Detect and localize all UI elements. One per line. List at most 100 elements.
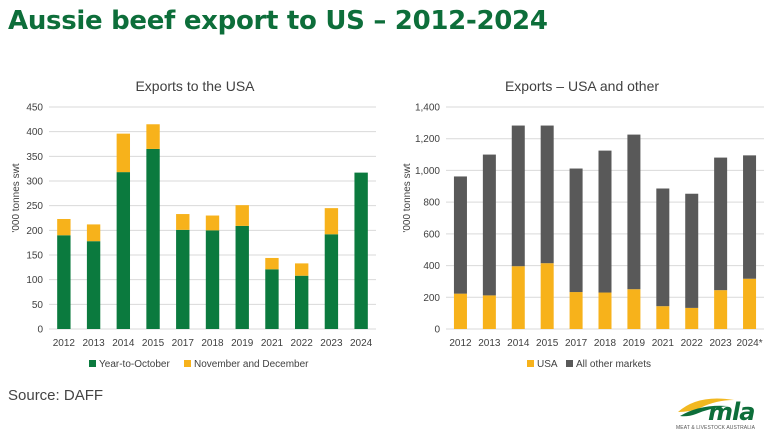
y-tick-label: 300 <box>26 177 43 188</box>
y-tick-label: 150 <box>26 251 43 262</box>
bar-usa-2021 <box>656 306 670 329</box>
bar-november-and-december-2012 <box>57 218 71 236</box>
chart-1: Exports to the USA 0 50 100 150 200 250 300 350 4… <box>11 78 376 370</box>
legend-swatch <box>89 360 96 367</box>
page-title: Aussie beef export to US – 2012-2024 <box>8 6 548 36</box>
x-tick-label: 2014 <box>507 338 530 349</box>
x-tick-label: 2013 <box>478 338 501 349</box>
chart-title: Exports to the USA <box>135 78 255 94</box>
bar-all-other-markets-2018 <box>598 150 612 293</box>
y-tick-label: 50 <box>32 300 44 311</box>
y-tick-label: 1,200 <box>415 134 440 145</box>
x-tick-label: 2017 <box>172 338 195 349</box>
bar-all-other-markets-2022 <box>685 193 699 308</box>
bar-all-other-markets-2012 <box>453 176 467 294</box>
y-axis-label: '000 tonnes swt <box>402 163 413 232</box>
legend-label: All other markets <box>576 359 651 370</box>
x-tick-label: 2021 <box>652 338 675 349</box>
bar-usa-2023 <box>714 290 728 329</box>
bar-year-to-october-2013 <box>86 241 101 329</box>
bar-november-and-december-2017 <box>176 214 190 230</box>
x-tick-label: 2018 <box>594 338 617 349</box>
bar-all-other-markets-2013 <box>482 154 496 296</box>
legend-label: Year-to-October <box>99 359 170 370</box>
x-tick-label: 2012 <box>53 338 76 349</box>
legend-swatch <box>566 360 573 367</box>
y-tick-label: 400 <box>423 261 440 272</box>
bar-usa-2022 <box>685 307 699 329</box>
bar-november-and-december-2022 <box>294 263 309 276</box>
mla-logo <box>678 398 734 417</box>
bar-year-to-october-2021 <box>265 269 279 329</box>
chart-2: Exports – USA and other 0 200 400 600 800 1,00… <box>402 78 764 370</box>
y-tick-label: 350 <box>26 152 43 163</box>
x-tick-label: 2015 <box>536 338 559 349</box>
bar-all-other-markets-2015 <box>540 125 554 264</box>
bar-november-and-december-2013 <box>86 224 101 242</box>
source-note: Source: DAFF <box>8 387 104 404</box>
y-tick-label: 400 <box>26 127 43 138</box>
bar-all-other-markets-2024 <box>743 155 757 279</box>
x-tick-label: 2012 <box>449 338 472 349</box>
bar-usa-2014 <box>511 266 525 329</box>
x-tick-label: 2019 <box>623 338 646 349</box>
bar-november-and-december-2014 <box>116 133 131 173</box>
y-tick-label: 100 <box>26 275 43 286</box>
bar-year-to-october-2012 <box>57 235 71 329</box>
bar-usa-2012 <box>453 293 467 329</box>
logo-wordmark: mla <box>708 398 755 426</box>
bar-usa-2019 <box>627 289 641 329</box>
bar-usa-2018 <box>598 292 612 329</box>
y-tick-label: 1,000 <box>415 166 440 177</box>
bar-year-to-october-2019 <box>235 225 249 329</box>
bar-year-to-october-2017 <box>176 229 190 329</box>
y-tick-label: 800 <box>423 198 440 209</box>
x-tick-label: 2018 <box>201 338 224 349</box>
bar-november-and-december-2023 <box>324 208 339 235</box>
y-axis-label: '000 tonnes swt <box>11 163 22 232</box>
bar-usa-2017 <box>569 292 583 329</box>
bar-year-to-october-2023 <box>324 234 339 329</box>
bar-year-to-october-2024 <box>354 172 368 329</box>
bar-november-and-december-2019 <box>235 205 249 226</box>
legend-swatch <box>527 360 534 367</box>
x-tick-label: 2023 <box>710 338 733 349</box>
bar-all-other-markets-2019 <box>627 134 641 290</box>
x-tick-label: 2022 <box>681 338 704 349</box>
bar-all-other-markets-2023 <box>714 157 728 291</box>
x-tick-label: 2022 <box>291 338 314 349</box>
y-tick-label: 0 <box>434 325 440 336</box>
bar-november-and-december-2015 <box>146 124 160 149</box>
bar-all-other-markets-2014 <box>511 125 525 267</box>
logo-tagline: MEAT & LIVESTOCK AUSTRALIA <box>676 425 756 431</box>
bar-year-to-october-2014 <box>116 172 131 329</box>
bar-all-other-markets-2021 <box>656 188 670 307</box>
bar-usa-2024 <box>743 278 757 329</box>
chart-title: Exports – USA and other <box>505 78 659 94</box>
x-tick-label: 2021 <box>261 338 284 349</box>
y-tick-label: 250 <box>26 201 43 212</box>
bar-year-to-october-2015 <box>146 148 160 329</box>
y-tick-label: 200 <box>423 293 440 304</box>
x-tick-label: 2014 <box>112 338 135 349</box>
legend-label: November and December <box>194 359 309 370</box>
y-tick-label: 0 <box>37 325 43 336</box>
x-tick-label: 2023 <box>320 338 343 349</box>
bar-usa-2013 <box>482 295 496 329</box>
bar-november-and-december-2018 <box>205 215 220 231</box>
bar-all-other-markets-2017 <box>569 168 583 293</box>
legend-swatch <box>184 360 191 367</box>
bar-november-and-december-2021 <box>265 257 279 270</box>
x-tick-label: 2024 <box>350 338 373 349</box>
bar-year-to-october-2022 <box>294 275 309 329</box>
x-tick-label: 2017 <box>565 338 588 349</box>
x-tick-label: 2019 <box>231 338 254 349</box>
x-tick-label: 2015 <box>142 338 165 349</box>
y-tick-label: 200 <box>26 226 43 237</box>
legend-label: USA <box>537 359 558 370</box>
y-tick-label: 450 <box>26 103 43 114</box>
x-tick-label: 2024* <box>736 338 762 349</box>
bar-usa-2015 <box>540 263 554 329</box>
y-tick-label: 600 <box>423 229 440 240</box>
